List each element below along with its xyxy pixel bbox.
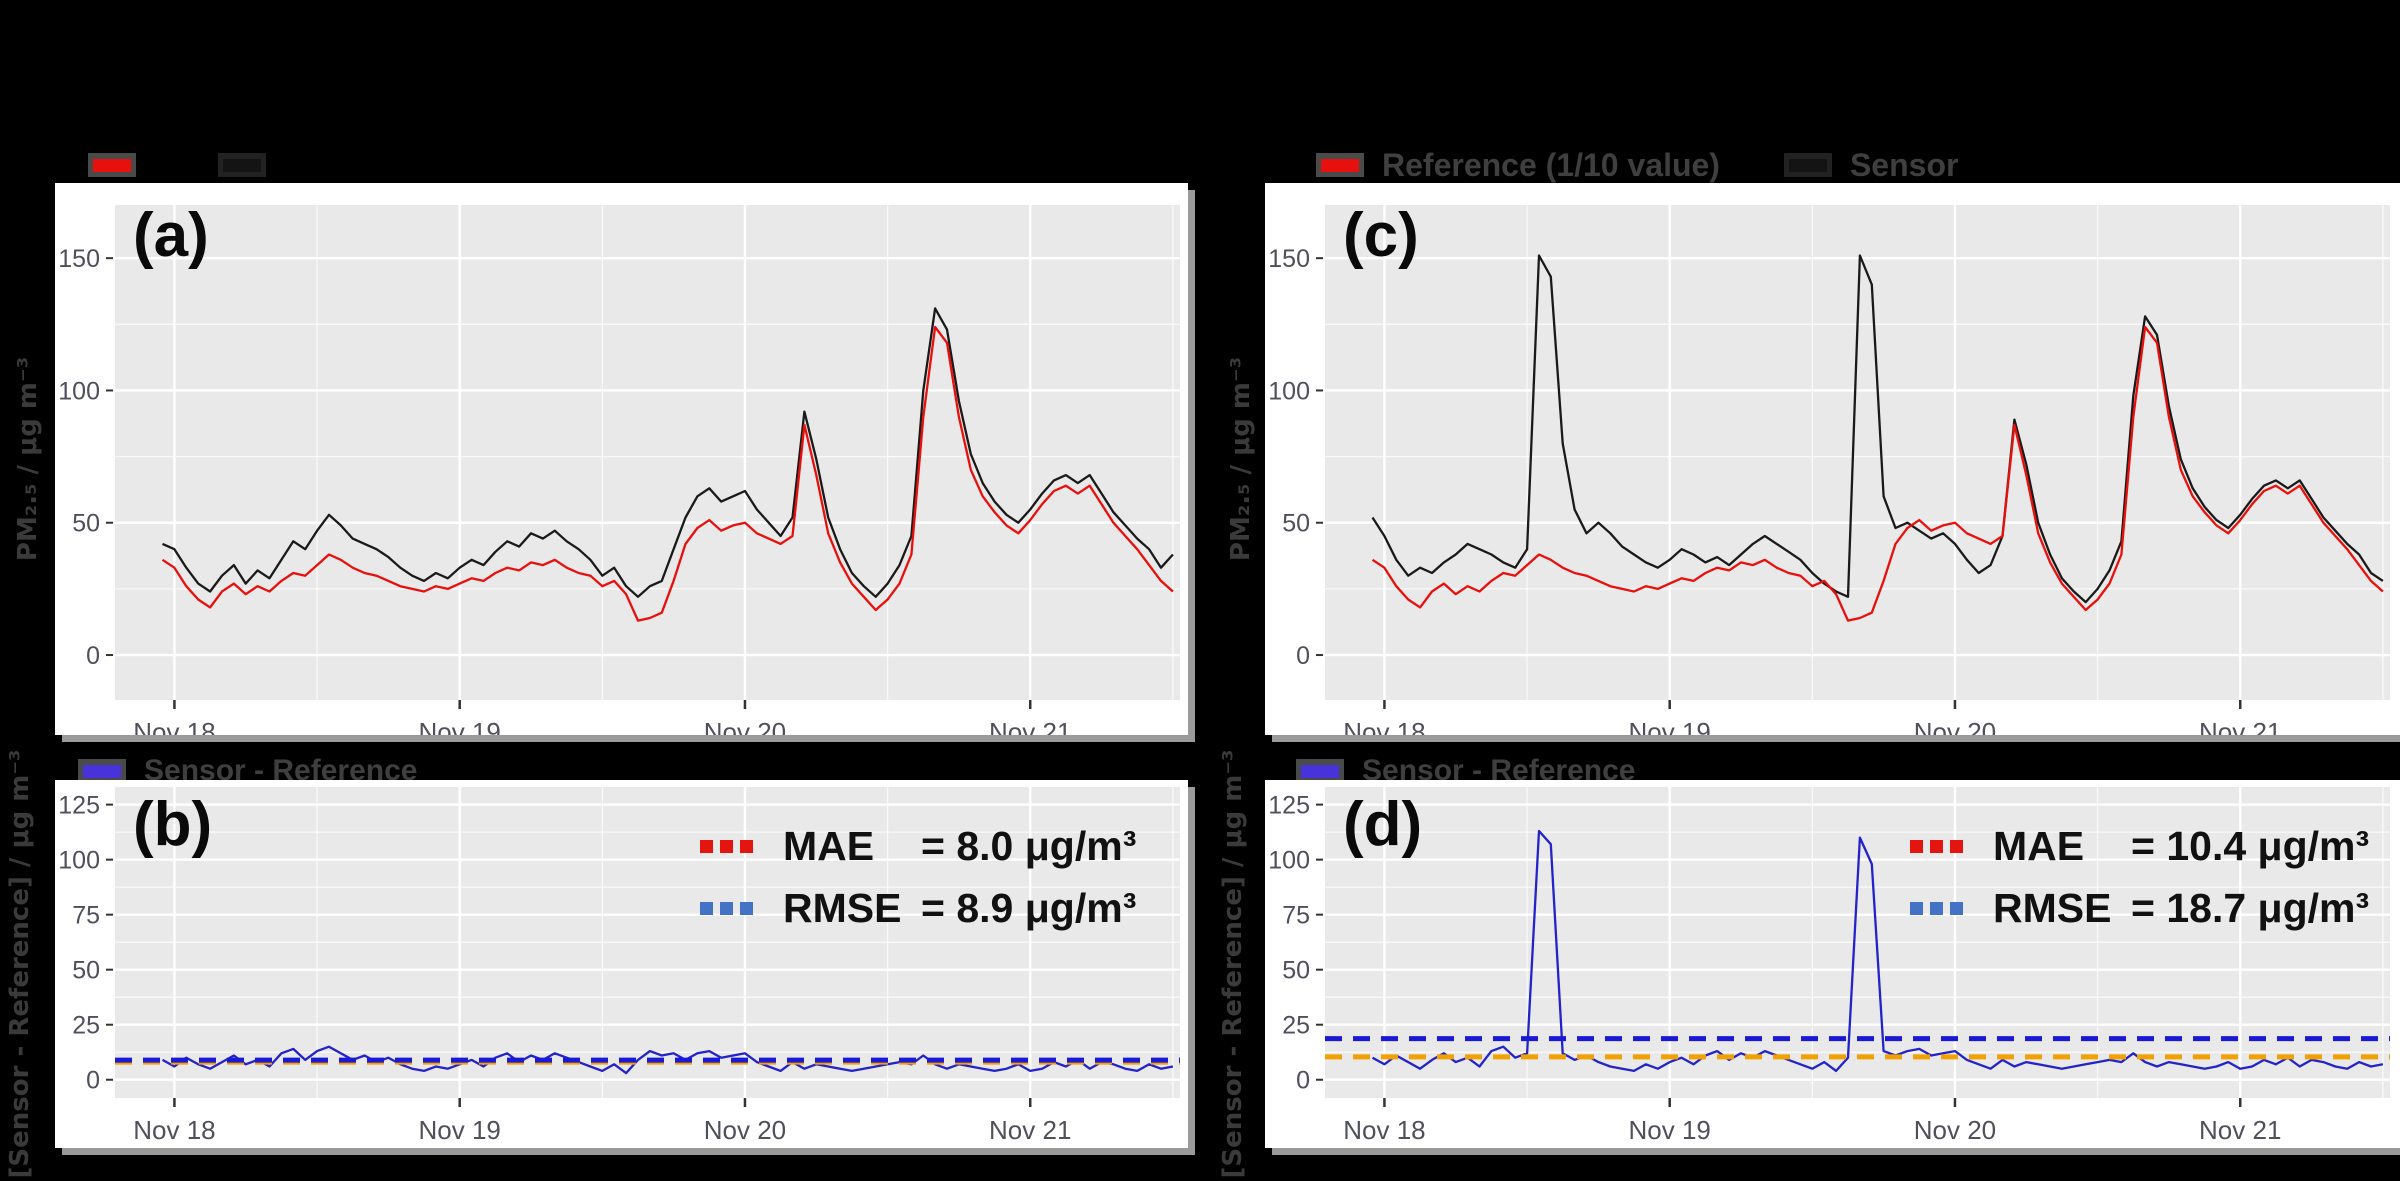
mae-dots-icon [700, 839, 753, 853]
y-tick-label: 0 [86, 642, 100, 670]
reference-swatch [93, 158, 131, 172]
chart-canvas-a: 0 50 100 150 Nov 18 Nov 19 Nov 20 Nov 21 [58, 205, 1180, 735]
series-line-sensor-reference [161, 1045, 1174, 1075]
x-tick-label: Nov 20 [1914, 1115, 1996, 1145]
legend-key-sensor [1783, 153, 1832, 177]
legend-label: Reference (1/10 value) [1382, 146, 1720, 183]
panel-c-card: 0 50 100 150 Nov 18 Nov 19 Nov 20 Nov 21 (c) [1265, 183, 2400, 735]
legend-key-difference [1296, 759, 1344, 783]
difference-swatch [83, 764, 121, 778]
y-tick-label: 0 [1296, 642, 1310, 670]
panel-label-b: (b) [133, 790, 213, 859]
error-stats-d: MAE = 10.4 μg/m³ RMSE = 18.7 μg/m³ [1910, 815, 2369, 939]
panel-a-card: 0 50 100 150 Nov 18 Nov 19 Nov 20 Nov 21 (a) [55, 183, 1188, 735]
panel-b-card: 0 25 50 75 100 125 Nov 18 Nov 19 Nov 20 Nov 21 (b… [55, 780, 1188, 1148]
mae-value: = 8.0 μg/m³ [921, 822, 1137, 869]
x-tick-label: Nov 20 [704, 717, 786, 735]
panel-label-d: (d) [1343, 790, 1423, 859]
y-tick-label: 0 [86, 1067, 100, 1095]
chart-canvas-d: 0 25 50 75 100 125 Nov 18 Nov 19 Nov 20 Nov 21 [1268, 787, 2390, 1145]
x-tick-label: Nov 20 [1914, 717, 1996, 735]
series-line-reference-value- [1371, 325, 2384, 622]
y-tick-label: 25 [72, 1012, 100, 1040]
y-tick-label: 125 [58, 792, 100, 820]
y-tick-label: 100 [58, 377, 100, 405]
legend-key-difference [78, 759, 126, 783]
rmse-dots-icon [1910, 901, 1963, 915]
y-axis-label-a: PM₂.₅ / μg m⁻³ [13, 356, 43, 562]
sensor-swatch [223, 158, 261, 172]
rmse-value: = 8.9 μg/m³ [921, 884, 1137, 931]
y-tick-label: 50 [1282, 957, 1310, 985]
mae-row: MAE = 10.4 μg/m³ [1910, 815, 2369, 877]
x-tick-label: Nov 21 [2199, 717, 2281, 735]
legend-label: Sensor [1849, 146, 1959, 183]
y-tick-label: 50 [72, 510, 100, 538]
x-tick-label: Nov 20 [704, 1115, 786, 1145]
y-axis-label-c: PM₂.₅ / μg m⁻³ [1226, 356, 1256, 562]
x-tick-label: Nov 21 [989, 717, 1071, 735]
panel-label-c: (c) [1343, 201, 1419, 270]
legend-panel-a [88, 150, 348, 180]
x-tick-label: Nov 19 [419, 717, 501, 735]
y-axis-label-b: [Sensor - Reference] / μg m⁻³ [5, 749, 35, 1179]
mae-label: MAE [783, 822, 875, 869]
y-tick-label: 50 [72, 957, 100, 985]
x-tick-label: Nov 18 [133, 717, 215, 735]
rmse-row: RMSE = 18.7 μg/m³ [1910, 877, 2369, 939]
y-tick-label: 125 [1268, 792, 1310, 820]
y-tick-label: 0 [1296, 1067, 1310, 1095]
reference-swatch [1321, 158, 1359, 172]
difference-swatch [1301, 764, 1339, 778]
y-tick-label: 50 [1282, 510, 1310, 538]
legend-key-reference [88, 153, 136, 177]
y-tick-label: 100 [58, 847, 100, 875]
legend-key-sensor [218, 153, 266, 177]
chart-canvas-c: 0 50 100 150 Nov 18 Nov 19 Nov 20 Nov 21 [1268, 205, 2390, 735]
y-tick-label: 100 [1268, 847, 1310, 875]
x-tick-label: Nov 19 [1629, 717, 1711, 735]
rmse-dots-icon [700, 901, 753, 915]
y-tick-label: 75 [1282, 902, 1310, 930]
y-tick-label: 25 [1282, 1012, 1310, 1040]
rmse-label: RMSE [1993, 884, 2112, 931]
plot-background [115, 205, 1180, 700]
mae-label: MAE [1993, 822, 2085, 869]
y-tick-label: 75 [72, 902, 100, 930]
panel-d-card: 0 25 50 75 100 125 Nov 18 Nov 19 Nov 20 Nov 21 (d… [1265, 780, 2400, 1148]
series-line-sensor [162, 307, 1174, 598]
y-tick-label: 100 [1268, 377, 1310, 405]
x-tick-label: Nov 18 [133, 1115, 215, 1145]
rmse-value: = 18.7 μg/m³ [2131, 884, 2370, 931]
chart-canvas-b: 0 25 50 75 100 125 Nov 18 Nov 19 Nov 20 Nov 21 [58, 787, 1180, 1145]
x-tick-label: Nov 19 [419, 1115, 501, 1145]
x-tick-label: Nov 18 [1343, 1115, 1425, 1145]
x-tick-label: Nov 19 [1629, 1115, 1711, 1145]
legend-panel-c: Reference (1/10 value) Sensor [1316, 147, 2022, 183]
y-tick-label: 150 [58, 245, 100, 273]
sensor-swatch [1788, 158, 1827, 172]
series-line-sensor [1371, 254, 2384, 604]
plot-background [1325, 205, 2390, 700]
mae-row: MAE = 8.0 μg/m³ [700, 815, 1136, 877]
y-tick-label: 150 [1268, 245, 1310, 273]
rmse-label: RMSE [783, 884, 902, 931]
mae-dots-icon [1910, 839, 1963, 853]
rmse-row: RMSE = 8.9 μg/m³ [700, 877, 1136, 939]
series-line-sensor-reference [1371, 829, 2384, 1073]
x-tick-label: Nov 21 [2199, 1115, 2281, 1145]
panel-label-a: (a) [133, 201, 209, 270]
legend-key-reference [1316, 153, 1364, 177]
mae-value: = 10.4 μg/m³ [2131, 822, 2370, 869]
series-line-reference [161, 325, 1174, 622]
x-tick-label: Nov 21 [989, 1115, 1071, 1145]
error-stats-b: MAE = 8.0 μg/m³ RMSE = 8.9 μg/m³ [700, 815, 1136, 939]
y-axis-label-d: [Sensor - Reference] / μg m⁻³ [1218, 749, 1248, 1179]
x-tick-label: Nov 18 [1343, 717, 1425, 735]
